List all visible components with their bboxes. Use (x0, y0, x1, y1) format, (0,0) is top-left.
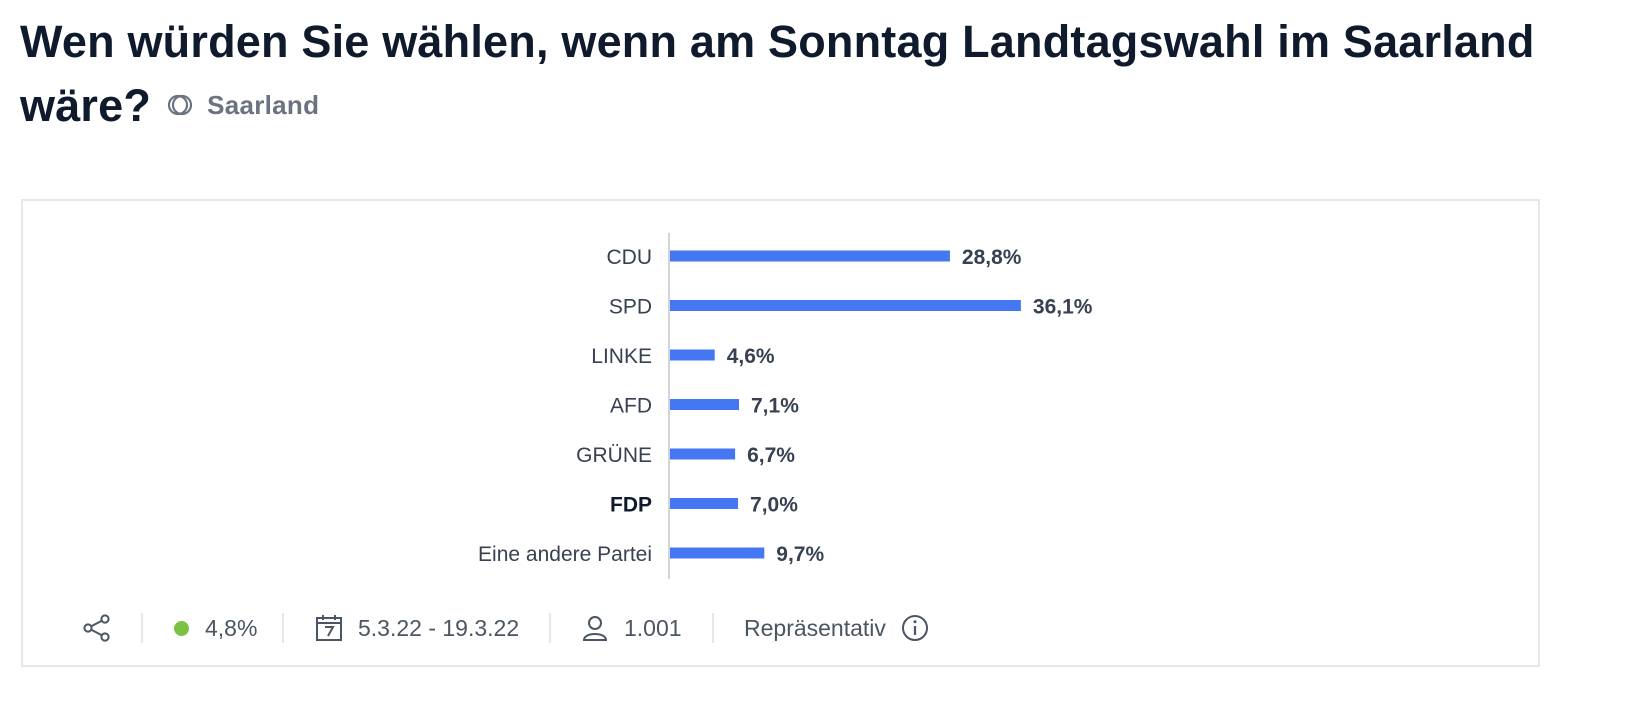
bar (670, 399, 740, 410)
category-label: CDU (607, 246, 653, 269)
footer-divider (141, 613, 143, 643)
region-circles-icon (165, 90, 195, 120)
share-icon[interactable] (81, 612, 113, 644)
respondents: 1.001 (580, 606, 682, 650)
category-label: GRÜNE (576, 444, 652, 467)
value-label: 28,8% (962, 246, 1022, 269)
category-label: Eine andere Partei (478, 543, 652, 566)
share-button[interactable] (81, 606, 113, 650)
date-range: 5.3.22 - 19.3.22 (314, 606, 519, 650)
person-icon (580, 613, 610, 643)
poll-question: Wen würden Sie wählen, wenn am Sonntag L… (20, 16, 1535, 131)
value-label: 4,6% (727, 345, 775, 368)
info-icon[interactable] (900, 613, 930, 643)
bar (670, 349, 715, 361)
bar (670, 250, 950, 262)
error-margin: 4,8% (174, 606, 257, 650)
value-label: 9,7% (776, 543, 824, 566)
respondents-value: 1.001 (624, 614, 682, 641)
calendar-icon (314, 613, 344, 643)
category-label: LINKE (591, 345, 652, 368)
value-label: 7,0% (750, 494, 798, 517)
status-dot (174, 620, 189, 636)
poll-title: Wen würden Sie wählen, wenn am Sonntag L… (20, 10, 1620, 141)
value-label: 6,7% (747, 444, 795, 467)
error-margin-value: 4,8% (205, 614, 258, 641)
bar (670, 300, 1021, 311)
poll-card: CDU 28,8% SPD 36,1% LINKE 4,6% AFD 7,1% GRÜNE 6,7… (21, 199, 1540, 667)
region-tag: Saarland (165, 73, 319, 137)
bar (670, 448, 736, 460)
footer-divider (549, 613, 551, 643)
value-label: 7,1% (751, 395, 799, 418)
footer-divider (282, 613, 284, 643)
title-block: Wen würden Sie wählen, wenn am Sonntag L… (20, 10, 1620, 141)
bar (670, 498, 739, 509)
poll-footer: 4,8% 5.3.22 - 19.3.22 (23, 606, 1538, 650)
footer-divider (712, 613, 714, 643)
bar-chart: CDU 28,8% SPD 36,1% LINKE 4,6% AFD 7,1% GRÜNE 6,7… (478, 233, 1093, 579)
date-range-value: 5.3.22 - 19.3.22 (358, 614, 520, 641)
category-label: SPD (609, 296, 652, 319)
bar (670, 547, 765, 559)
representative: Repräsentativ (744, 606, 930, 650)
value-label: 36,1% (1033, 296, 1093, 319)
representative-label: Repräsentativ (744, 614, 886, 641)
region-label: Saarland (207, 90, 320, 121)
category-label: FDP (610, 494, 652, 517)
category-label: AFD (610, 395, 652, 418)
